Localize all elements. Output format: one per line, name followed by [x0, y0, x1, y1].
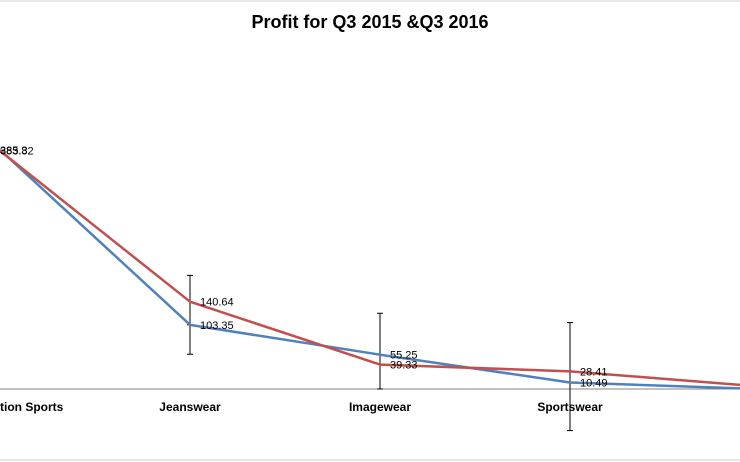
data-label: 10.49: [580, 377, 608, 389]
error-bar: [187, 274, 193, 355]
series-line-2: [0, 149, 740, 387]
data-label: 140.64: [200, 297, 234, 309]
data-label: 28.41: [580, 366, 608, 378]
data-label: 385.3: [0, 145, 28, 157]
error-bar: [567, 322, 573, 432]
x-tick-label: Imagewear: [349, 400, 411, 414]
data-label: 103.35: [200, 320, 234, 332]
x-tick-label: Jeanswear: [159, 400, 221, 414]
x-tick-label: tion Sports: [0, 400, 64, 414]
data-label: 39.33: [390, 360, 418, 372]
data-label: 55.25: [390, 350, 418, 362]
data-label: 383.82: [0, 146, 34, 158]
chart-title: Profit for Q3 2015 &Q3 2016: [251, 12, 489, 32]
error-bar: [377, 312, 383, 390]
series-line-1: [0, 148, 740, 390]
